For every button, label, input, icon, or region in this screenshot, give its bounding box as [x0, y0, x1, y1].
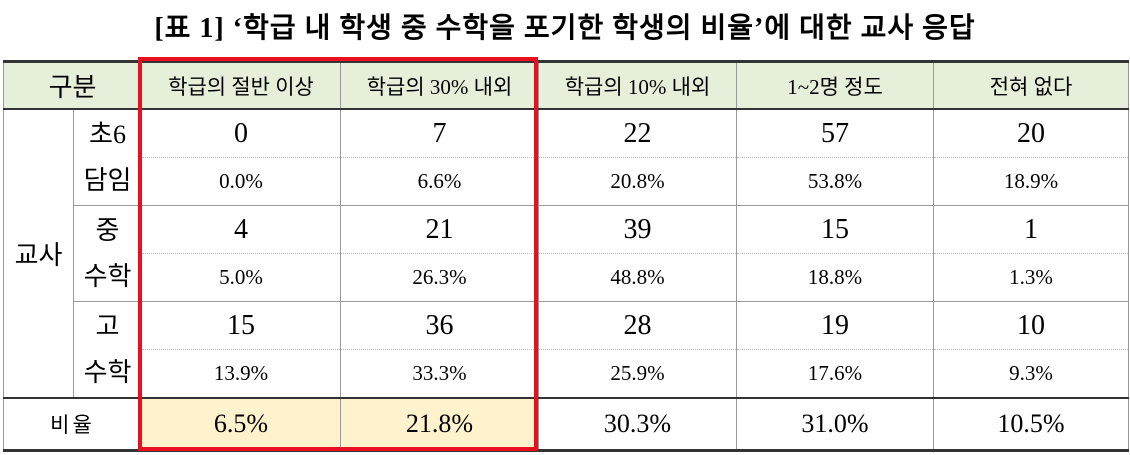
count-cell: 19: [736, 301, 934, 350]
count-cell: 0: [141, 108, 341, 158]
total-row: 비율 6.5% 21.8% 30.3% 31.0% 10.5%: [3, 397, 1129, 452]
percent-cell: 9.3%: [933, 349, 1129, 399]
percent-cell: 13.9%: [141, 349, 341, 399]
header-cell: 학급의 30% 내외: [340, 60, 539, 110]
percent-cell: 26.3%: [340, 253, 539, 302]
header-cell: 구분: [3, 60, 142, 110]
row-label-line: 고: [95, 311, 120, 341]
percent-row: 0.0% 6.6% 20.8% 53.8% 18.9%: [4, 157, 1129, 206]
total-cell: 10.5%: [933, 397, 1129, 452]
count-cell: 7: [340, 108, 539, 158]
header-cell: 전혀 없다: [933, 60, 1129, 110]
total-cell: 21.8%: [340, 397, 539, 452]
count-cell: 20: [933, 108, 1129, 158]
header-cell: 학급의 절반 이상: [141, 60, 341, 110]
percent-cell: 53.8%: [736, 157, 934, 206]
row-label-line: 수학: [83, 357, 132, 387]
header-cell: 1~2명 정도: [736, 60, 934, 110]
count-row: 중 수학 4 21 39 15 1: [4, 205, 1129, 302]
row-label-line: 담임: [83, 165, 132, 195]
percent-cell: 1.3%: [933, 253, 1129, 302]
count-cell: 10: [933, 301, 1129, 350]
header-cell: 학급의 10% 내외: [538, 60, 737, 110]
count-cell: 36: [340, 301, 539, 350]
count-cell: 4: [141, 205, 341, 254]
count-cell: 15: [736, 205, 934, 254]
table-title: [표 1] ‘학급 내 학생 중 수학을 포기한 학생의 비율’에 대한 교사 …: [154, 13, 976, 44]
group-label: 교사: [3, 108, 74, 399]
total-label: 비율: [3, 397, 142, 452]
total-cell: 31.0%: [736, 397, 934, 452]
row-label-line: 수학: [83, 261, 132, 291]
count-cell: 1: [933, 205, 1129, 254]
count-cell: 39: [538, 205, 737, 254]
percent-cell: 0.0%: [141, 157, 341, 206]
percent-row: 13.9% 33.3% 25.9% 17.6% 9.3%: [4, 349, 1129, 399]
table: 구분 학급의 절반 이상 학급의 30% 내외 학급의 10% 내외 1~2명 정도 전혀…: [3, 60, 1129, 452]
percent-cell: 25.9%: [538, 349, 737, 399]
row-label: 초6 담임: [73, 108, 142, 206]
percent-cell: 6.6%: [340, 157, 539, 206]
count-cell: 21: [340, 205, 539, 254]
count-cell: 15: [141, 301, 341, 350]
percent-cell: 5.0%: [141, 253, 341, 302]
percent-row: 5.0% 26.3% 48.8% 18.8% 1.3%: [4, 253, 1129, 302]
count-cell: 28: [538, 301, 737, 350]
total-cell: 30.3%: [538, 397, 737, 452]
count-row: 고 수학 15 36 28 19 10: [4, 301, 1129, 399]
percent-cell: 17.6%: [736, 349, 934, 399]
percent-cell: 20.8%: [538, 157, 737, 206]
count-cell: 57: [736, 108, 934, 158]
percent-cell: 48.8%: [538, 253, 737, 302]
count-row: 교사 초6 담임 0 7 22 57 20: [3, 108, 1129, 399]
percent-cell: 33.3%: [340, 349, 539, 399]
row-label-line: 중: [95, 215, 120, 245]
count-cell: 22: [538, 108, 737, 158]
row-label-line: 초6: [89, 119, 126, 149]
percent-cell: 18.8%: [736, 253, 934, 302]
percent-cell: 18.9%: [933, 157, 1129, 206]
header-row: 구분 학급의 절반 이상 학급의 30% 내외 학급의 10% 내외 1~2명 정도 전혀…: [3, 60, 1129, 110]
total-cell: 6.5%: [141, 397, 341, 452]
